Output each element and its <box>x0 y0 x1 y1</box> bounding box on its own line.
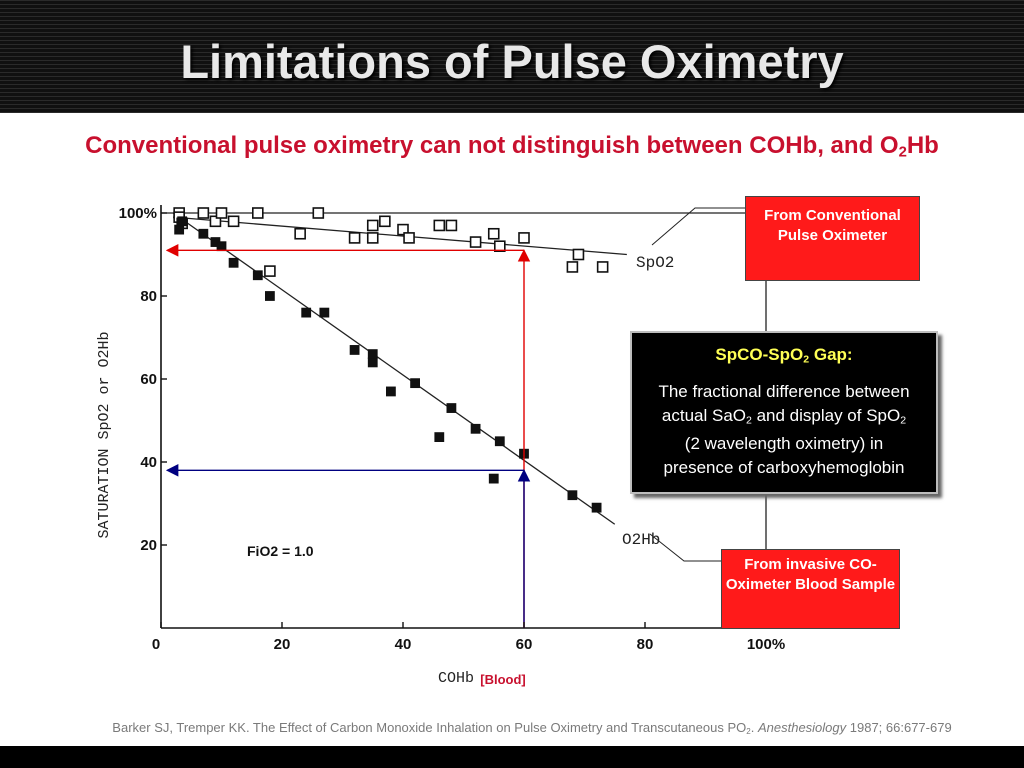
point-o2hb <box>177 216 188 227</box>
citation: Barker SJ, Tremper KK. The Effect of Car… <box>0 720 1024 736</box>
point-spo2 <box>403 232 415 244</box>
point-o2hb <box>301 307 312 318</box>
series-label-o2hb: O2Hb <box>622 531 660 549</box>
point-o2hb <box>264 291 275 301</box>
gap-line-2-pre: actual SaO <box>661 405 746 425</box>
point-o2hb <box>434 432 445 443</box>
point-o2hb <box>349 345 360 355</box>
point-spo2 <box>518 232 530 244</box>
fit-line-spo2 <box>173 216 627 256</box>
callout-conventional-oximeter: From Conventional Pulse Oximeter <box>745 196 920 281</box>
title-bar <box>0 0 1024 113</box>
gap-line-2-sub1: 2 <box>746 414 752 427</box>
point-spo2 <box>397 223 409 236</box>
point-o2hb <box>216 241 227 252</box>
point-o2hb <box>252 270 263 281</box>
point-spo2 <box>209 215 222 228</box>
gap-line-3: (2 wavelength oximetry) in <box>684 434 884 454</box>
point-o2hb <box>198 228 209 239</box>
gap-line-4: presence of carboxyhemoglobin <box>663 458 905 478</box>
point-spo2 <box>252 207 264 219</box>
y-tick-label: 40 <box>140 454 157 471</box>
gap-line-1: The fractional difference between <box>658 381 910 401</box>
point-o2hb <box>591 502 602 513</box>
point-o2hb <box>567 490 578 501</box>
point-spo2 <box>379 215 391 228</box>
subtitle-main: Conventional pulse oximetry can not dist… <box>85 132 899 159</box>
citation-post: 1987; 66:677-679 <box>846 720 952 735</box>
point-spo2 <box>294 227 306 240</box>
point-spo2 <box>348 232 361 244</box>
gap-title-sub: 2 <box>803 353 810 366</box>
point-spo2 <box>366 232 379 244</box>
citation-dot: . <box>750 720 758 735</box>
point-spo2 <box>493 240 506 252</box>
x-tick-label: 40 <box>395 636 412 653</box>
y-tick-label: 80 <box>140 288 157 305</box>
point-o2hb <box>488 473 499 484</box>
gap-box-title: SpCO-SpO2 Gap: <box>632 345 936 366</box>
citation-pre: Barker SJ, Tremper KK. The Effect of Car… <box>112 720 747 735</box>
point-o2hb <box>367 349 378 360</box>
gap-title-post: Gap: <box>809 345 853 364</box>
point-o2hb <box>319 307 330 318</box>
x-axis-label: COHb <box>438 670 474 687</box>
point-spo2 <box>197 207 210 219</box>
point-spo2 <box>227 215 240 228</box>
x-tick-label: 100% <box>747 636 785 653</box>
callout-invasive-co-oximeter: From invasive CO-Oximeter Blood Sample <box>721 549 900 629</box>
slide-title: Limitations of Pulse Oximetry <box>180 35 844 88</box>
citation-journal: Anesthesiology <box>757 720 847 735</box>
data-points-group <box>173 207 609 513</box>
slide-subtitle: Conventional pulse oximetry can not dist… <box>0 132 1024 161</box>
x-tick-label: 60 <box>516 636 533 653</box>
point-o2hb <box>174 224 185 235</box>
x-axis-label-note: [Blood] <box>480 672 525 687</box>
fio2-annotation: FiO2 = 1.0 <box>247 543 314 559</box>
point-o2hb <box>470 423 481 434</box>
subtitle-sub: 2 <box>898 144 907 161</box>
gap-line-2: actual SaO2 and display of SpO2 <box>638 404 930 433</box>
point-spo2 <box>566 261 579 273</box>
point-o2hb <box>494 436 505 447</box>
arrows-group <box>165 244 531 628</box>
fit-line-o2hb <box>172 212 616 525</box>
point-o2hb <box>410 378 421 389</box>
callout-leader-bottom <box>649 533 721 562</box>
citation-sub: 2 <box>746 727 751 736</box>
point-o2hb <box>367 357 378 368</box>
point-spo2 <box>445 219 458 232</box>
x-tick-label: 0 <box>152 636 160 653</box>
point-spo2 <box>469 236 482 248</box>
x-tick-label: 20 <box>274 636 291 653</box>
bottom-bar <box>0 746 1024 768</box>
y-axis-label: SATURATION SpO2 or O2Hb <box>96 331 113 538</box>
point-o2hb <box>385 386 396 397</box>
point-spo2 <box>264 265 276 277</box>
gap-line-2-sub2: 2 <box>900 414 907 427</box>
gap-title-pre: SpCO-SpO <box>715 345 804 364</box>
point-o2hb <box>446 403 457 413</box>
fit-lines-group <box>172 212 627 525</box>
point-o2hb <box>228 257 239 268</box>
spco-spo2-gap-box: SpCO-SpO2 Gap: The fractional difference… <box>630 331 938 494</box>
y-tick-label: 100% <box>119 205 157 222</box>
series-label-spo2: SpO2 <box>636 254 674 272</box>
point-spo2 <box>312 207 325 219</box>
y-tick-label: 60 <box>140 371 157 388</box>
point-spo2 <box>366 219 379 232</box>
y-tick-label: 20 <box>140 537 157 554</box>
gap-box-body: The fractional difference between actual… <box>632 380 936 481</box>
callout-leader-top <box>651 207 745 246</box>
gap-line-2-mid: and display of SpO <box>751 405 901 425</box>
point-spo2 <box>487 227 500 240</box>
point-spo2 <box>596 261 609 273</box>
point-spo2 <box>433 219 446 232</box>
point-spo2 <box>572 248 585 261</box>
subtitle-tail: Hb <box>906 132 939 159</box>
point-spo2 <box>215 207 228 219</box>
x-tick-label: 80 <box>637 636 654 653</box>
